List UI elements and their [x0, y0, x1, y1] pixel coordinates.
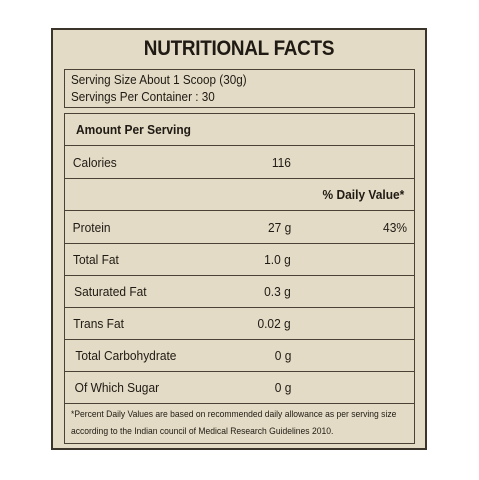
nutrient-row-protein: Protein 27 g 43%	[65, 210, 414, 243]
nutrient-name: Of Which Sugar	[74, 380, 160, 395]
serving-info-box: Serving Size About 1 Scoop (30g) Serving…	[64, 69, 415, 108]
footnote-row: *Percent Daily Values are based on recom…	[65, 403, 414, 443]
nutrient-row-total-fat: Total Fat 1.0 g	[65, 243, 414, 275]
nutrient-amount: 0.3 g	[264, 284, 291, 299]
calories-value: 116	[272, 154, 292, 170]
nutrient-row-total-carbohydrate: Total Carbohydrate 0 g	[65, 339, 414, 371]
nutrient-name: Total Carbohydrate	[75, 348, 177, 363]
nutrient-name: Trans Fat	[73, 316, 124, 331]
serving-size-text: Serving Size About 1 Scoop (30g)	[71, 72, 247, 87]
nutrition-facts-panel: NUTRITIONAL FACTS Serving Size About 1 S…	[51, 28, 427, 450]
nutrient-row-trans-fat: Trans Fat 0.02 g	[65, 307, 414, 339]
footnote-line-1: *Percent Daily Values are based on recom…	[71, 409, 397, 420]
nutrient-amount: 0.02 g	[257, 316, 291, 331]
nutrient-row-saturated-fat: Saturated Fat 0.3 g	[65, 275, 414, 307]
nutrient-amount: 0 g	[274, 380, 292, 395]
nutrient-name: Saturated Fat	[74, 284, 147, 299]
nutrition-table: Amount Per Serving Calories 116 % Daily …	[64, 113, 415, 444]
nutrient-amount: 1.0 g	[264, 252, 291, 267]
calories-label: Calories	[72, 154, 117, 170]
footnote-line-2: according to the Indian council of Medic…	[71, 426, 334, 437]
amount-per-serving-label: Amount Per Serving	[75, 122, 191, 137]
amount-per-serving-row: Amount Per Serving	[65, 114, 414, 145]
nutrient-daily-value: 43%	[383, 219, 407, 235]
nutrient-name: Protein	[72, 219, 111, 235]
daily-value-header-row: % Daily Value*	[65, 178, 414, 210]
nutrient-name: Total Fat	[72, 252, 119, 267]
daily-value-header: % Daily Value*	[322, 187, 405, 202]
nutrient-row-sugar: Of Which Sugar 0 g	[65, 371, 414, 403]
nutrient-amount: 27 g	[267, 219, 291, 235]
nutrient-amount: 0 g	[274, 348, 292, 363]
panel-title: NUTRITIONAL FACTS	[143, 37, 335, 60]
servings-per-container-text: Servings Per Container : 30	[71, 89, 215, 104]
calories-row: Calories 116	[65, 145, 414, 178]
